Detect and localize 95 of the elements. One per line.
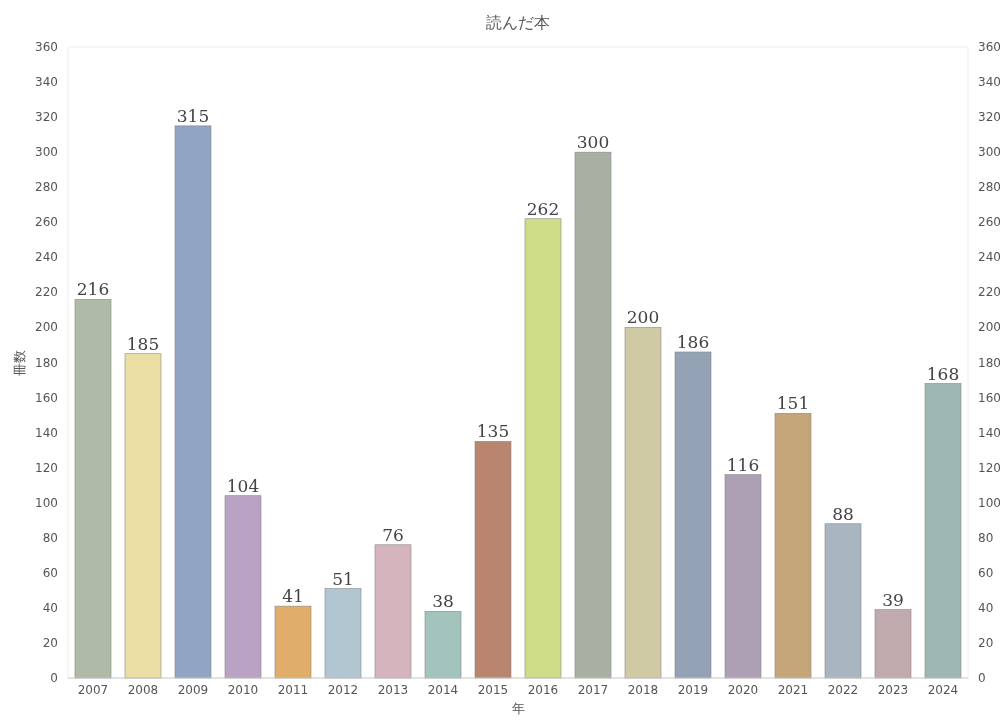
y2-tick-label: 180 — [978, 355, 1001, 370]
x-tick-label: 2011 — [277, 683, 309, 697]
y-tick-label: 180 — [35, 355, 58, 370]
x-tick-label: 2019 — [677, 683, 709, 697]
data-label: 186 — [676, 331, 710, 352]
y2-tick-label: 340 — [978, 75, 1001, 90]
y2-tick-label: 200 — [978, 320, 1001, 335]
x-tick-label: 2023 — [877, 683, 909, 697]
x-tick-label: 2024 — [927, 683, 959, 697]
y2-tick-label: 0 — [978, 671, 986, 685]
y-tick-label: 80 — [42, 530, 58, 545]
bar — [924, 383, 962, 679]
x-tick-label: 2013 — [377, 683, 409, 697]
bar — [674, 351, 712, 679]
y-tick-label: 200 — [35, 320, 58, 335]
y2-tick-label: 320 — [978, 110, 1001, 125]
y-axis-title: 冊数 — [12, 349, 27, 376]
bar — [624, 327, 662, 679]
x-axis-title: 年 — [511, 701, 525, 716]
x-tick-label: 2012 — [327, 683, 359, 697]
y2-tick-label: 20 — [978, 635, 994, 650]
y2-tick-label: 60 — [978, 565, 994, 580]
data-label: 116 — [726, 454, 760, 475]
y-tick-label: 260 — [35, 215, 58, 230]
x-tick-label: 2018 — [627, 683, 659, 697]
data-label: 151 — [776, 393, 810, 414]
data-label: 38 — [432, 591, 454, 612]
bar — [424, 611, 462, 679]
x-tick-label: 2022 — [827, 683, 859, 697]
data-label: 104 — [226, 475, 260, 496]
data-label: 185 — [126, 333, 160, 354]
y-tick-label: 300 — [35, 145, 58, 160]
x-tick-label: 2008 — [127, 683, 159, 697]
y2-tick-label: 240 — [978, 250, 1001, 265]
data-label: 39 — [882, 589, 904, 610]
y-tick-label: 160 — [35, 390, 58, 405]
y-tick-label: 60 — [42, 565, 58, 580]
x-tick-label: 2010 — [227, 683, 259, 697]
bar — [224, 495, 262, 679]
x-tick-label: 2017 — [577, 683, 609, 697]
bar — [124, 353, 162, 679]
y-tick-label: 140 — [35, 425, 58, 440]
data-label: 135 — [476, 421, 510, 442]
y-tick-label: 360 — [35, 40, 58, 54]
x-tick-label: 2021 — [777, 683, 809, 697]
y-tick-label: 40 — [42, 600, 58, 615]
y-tick-label: 100 — [35, 495, 58, 510]
bar — [474, 441, 512, 679]
y2-tick-label: 220 — [978, 285, 1001, 300]
bar — [724, 474, 762, 679]
y2-tick-label: 280 — [978, 180, 1001, 195]
bar — [774, 413, 812, 679]
data-label: 300 — [576, 132, 610, 153]
bar — [274, 605, 312, 679]
y2-tick-label: 140 — [978, 425, 1001, 440]
y-tick-label: 320 — [35, 110, 58, 125]
y-tick-label: 280 — [35, 180, 58, 195]
y-tick-label: 240 — [35, 250, 58, 265]
data-label: 88 — [832, 503, 854, 524]
data-label: 41 — [282, 586, 304, 607]
y-tick-label: 340 — [35, 75, 58, 90]
data-label: 168 — [926, 363, 960, 384]
y2-tick-label: 260 — [978, 215, 1001, 230]
y2-tick-label: 360 — [978, 40, 1001, 54]
y-tick-label: 120 — [35, 460, 58, 475]
y2-tick-label: 40 — [978, 600, 994, 615]
bar — [174, 125, 212, 679]
y2-tick-label: 120 — [978, 460, 1001, 475]
bar — [574, 151, 612, 679]
y2-tick-label: 300 — [978, 145, 1001, 160]
chart-title: 読んだ本 — [486, 13, 550, 32]
data-label: 262 — [526, 198, 560, 219]
x-tick-label: 2014 — [427, 683, 459, 697]
data-label: 51 — [332, 568, 354, 589]
bar — [324, 588, 362, 679]
bar — [824, 523, 862, 679]
y-tick-label: 220 — [35, 285, 58, 300]
data-label: 200 — [626, 307, 660, 328]
x-tick-label: 2007 — [77, 683, 109, 697]
bar — [874, 609, 912, 679]
x-tick-label: 2009 — [177, 683, 209, 697]
x-tick-label: 2015 — [477, 683, 509, 697]
y2-tick-label: 100 — [978, 495, 1001, 510]
bar — [524, 218, 562, 679]
bar — [374, 544, 412, 679]
y2-tick-label: 160 — [978, 390, 1001, 405]
x-tick-label: 2020 — [727, 683, 759, 697]
y2-tick-label: 80 — [978, 530, 994, 545]
y-tick-label: 20 — [42, 635, 58, 650]
x-tick-label: 2016 — [527, 683, 559, 697]
y-tick-label: 0 — [50, 671, 58, 685]
bar — [74, 299, 112, 679]
data-label: 76 — [382, 524, 404, 545]
data-label: 315 — [176, 105, 210, 126]
data-label: 216 — [76, 279, 110, 300]
